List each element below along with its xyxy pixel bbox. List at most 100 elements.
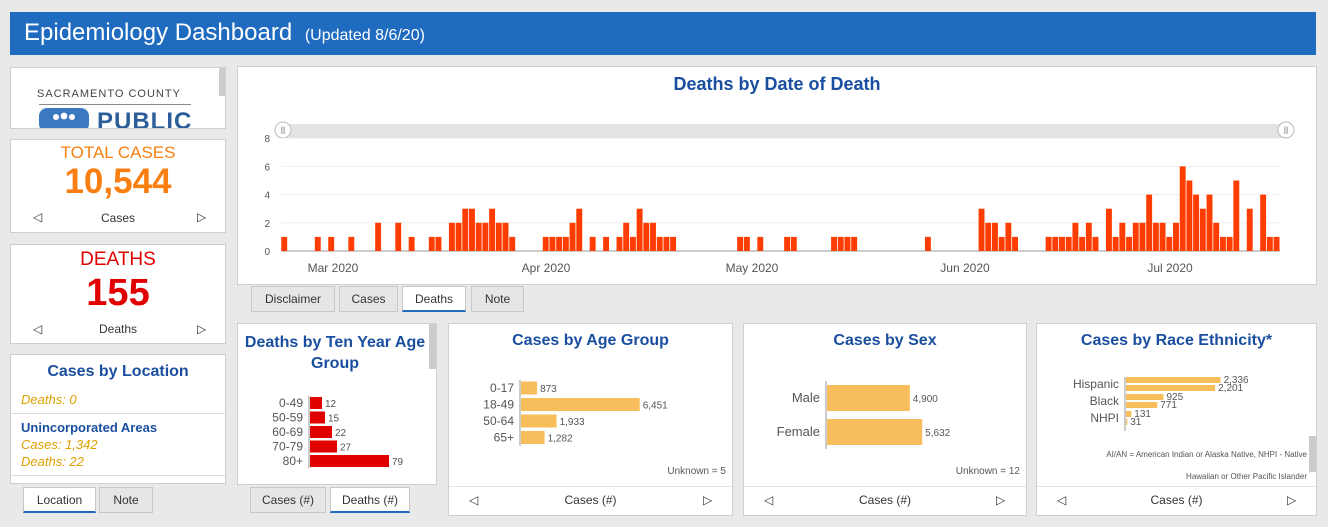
total-cases-label: Cases: [100, 211, 135, 225]
death-day-bar: [1065, 236, 1072, 251]
race-category-label: NHPI: [1090, 411, 1119, 425]
deaths-next-arrow[interactable]: ▷: [197, 322, 207, 336]
logo-county-text: SACRAMENTO COUNTY: [37, 88, 181, 100]
tab-deaths[interactable]: Deaths: [402, 286, 466, 312]
tab-note-location[interactable]: Note: [99, 487, 153, 513]
tab-disclaimer[interactable]: Disclaimer: [251, 286, 335, 312]
cases-race-prev-arrow[interactable]: ◁: [1057, 493, 1067, 507]
deaths-age-category-label: 60-69: [272, 425, 303, 439]
death-day-bar: [636, 208, 643, 251]
deaths-age-bar: [310, 455, 389, 467]
deaths-age-value-label: 27: [340, 443, 352, 454]
slider-right-handle[interactable]: ll: [1277, 121, 1295, 139]
deaths-prev-arrow[interactable]: ◁: [33, 322, 43, 336]
tab-note-main[interactable]: Note: [471, 286, 524, 312]
death-day-bar: [1105, 208, 1112, 251]
main-y-tick-label: 8: [264, 134, 270, 145]
time-range-slider-track[interactable]: [281, 124, 1294, 138]
cases-age-value-label: 873: [540, 384, 557, 395]
main-y-tick-label: 2: [264, 219, 270, 230]
cases-age-category-label: 0-17: [490, 381, 514, 395]
total-cases-prev-arrow[interactable]: ◁: [33, 210, 43, 224]
tab-deaths-count[interactable]: Deaths (#): [330, 487, 410, 513]
death-day-bar: [998, 236, 1005, 251]
cases-race-panel: Cases by Race Ethnicity* Hispanic 2,336 2,…: [1036, 323, 1317, 516]
main-y-tick-label: 0: [264, 247, 270, 258]
death-day-bar: [562, 236, 569, 251]
race-category-label: Black: [1090, 394, 1120, 408]
svg-text:ll: ll: [1284, 126, 1288, 137]
death-day-bar: [737, 236, 744, 251]
race-footnote-1: AI/AN = American Indian or Alaska Native…: [1106, 450, 1307, 459]
death-day-bar: [643, 222, 650, 251]
deaths-age-value-label: 22: [335, 428, 347, 439]
cases-age-panel: Cases by Age Group 0-17 873 18-49 6,451 50-6…: [448, 323, 733, 516]
death-day-bar: [837, 236, 844, 251]
race-footnote-2: Hawaiian or Other Pacific Islander: [1186, 472, 1307, 481]
cases-sex-category-label: Male: [792, 390, 820, 405]
header-title-row: Epidemiology Dashboard (Updated 8/6/20): [24, 19, 425, 47]
cases-age-next-arrow[interactable]: ▷: [703, 493, 713, 507]
tab-cases[interactable]: Cases: [339, 286, 398, 312]
deaths-value: 155: [86, 272, 150, 314]
death-day-bar: [1233, 180, 1240, 251]
race-bar: [1126, 411, 1132, 417]
death-day-bar: [589, 236, 596, 251]
death-day-bar: [556, 236, 563, 251]
cases-sex-unknown: Unknown = 12: [955, 466, 1020, 477]
logo-public-text: PUBLIC: [97, 108, 193, 129]
death-day-bar: [1052, 236, 1059, 251]
cases-sex-title: Cases by Sex: [833, 332, 937, 349]
cases-sex-value-label: 4,900: [913, 394, 938, 405]
death-day-bar: [448, 222, 455, 251]
total-cases-next-arrow[interactable]: ▷: [197, 210, 207, 224]
main-x-tick-label: Mar 2020: [308, 261, 359, 275]
death-day-bar: [670, 236, 677, 251]
cases-race-next-arrow[interactable]: ▷: [1287, 493, 1297, 507]
cases-age-title: Cases by Age Group: [512, 332, 669, 349]
deaths-age-category-label: 80+: [283, 454, 303, 468]
slider-left-handle[interactable]: ll: [274, 121, 292, 139]
death-day-bar: [495, 222, 502, 251]
cases-sex-bar: [827, 385, 910, 411]
cases-age-category-label: 50-64: [483, 414, 514, 428]
tab-location[interactable]: Location: [23, 487, 96, 513]
race-value-label: 131: [1134, 409, 1151, 420]
death-day-bar: [576, 208, 583, 251]
death-day-bar: [991, 222, 998, 251]
total-cases-panel: TOTAL CASES 10,544 ◁ Cases ▷: [10, 139, 226, 233]
cases-age-bar: [521, 398, 640, 411]
death-day-bar: [978, 208, 985, 251]
cases-race-scrollbar[interactable]: [1309, 436, 1316, 472]
location-divider: [11, 413, 225, 414]
deaths-age-scrollbar[interactable]: [429, 324, 436, 369]
death-day-bar: [462, 208, 469, 251]
death-day-bar: [1005, 222, 1012, 251]
death-day-bar: [851, 236, 858, 251]
race-value-label: 771: [1160, 400, 1177, 411]
cases-sex-panel: Cases by Sex Male 4,900 Female 5,632 Unknow…: [743, 323, 1027, 516]
death-day-bar: [475, 222, 482, 251]
death-day-bar: [1072, 222, 1079, 251]
death-day-bar: [1146, 194, 1153, 251]
deaths-title: DEATHS: [80, 249, 156, 270]
logo-scrollbar[interactable]: [219, 68, 225, 96]
deaths-age-bar: [310, 411, 325, 424]
death-day-bar: [1139, 222, 1146, 251]
tab-cases-count[interactable]: Cases (#): [250, 487, 326, 513]
cases-age-value-label: 1,933: [560, 417, 585, 428]
deaths-age-bar: [310, 397, 322, 409]
cases-sex-prev-arrow[interactable]: ◁: [764, 493, 774, 507]
cases-sex-next-arrow[interactable]: ▷: [996, 493, 1006, 507]
death-day-bar: [1166, 236, 1173, 251]
total-cases-title: TOTAL CASES: [60, 143, 176, 162]
location-area-name[interactable]: Unincorporated Areas: [21, 420, 158, 435]
cases-age-prev-arrow[interactable]: ◁: [469, 493, 479, 507]
cases-age-category-label: 18-49: [483, 398, 514, 412]
death-day-bar: [428, 236, 435, 251]
death-day-bar: [1219, 236, 1226, 251]
main-y-tick-label: 6: [264, 162, 270, 173]
main-y-tick-label: 4: [264, 191, 270, 202]
death-day-bar: [348, 236, 355, 251]
